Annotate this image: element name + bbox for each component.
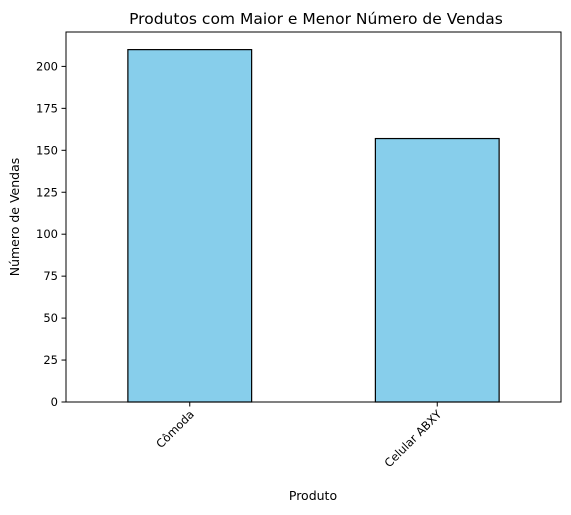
x-axis-label: Produto bbox=[289, 488, 337, 503]
y-axis-ticks: 0 25 50 75 100 125 150 175 200 bbox=[36, 59, 66, 409]
y-tick-label: 175 bbox=[36, 101, 58, 115]
y-tick-label: 100 bbox=[36, 227, 58, 241]
y-tick-label: 150 bbox=[36, 143, 58, 157]
y-axis-label: Número de Vendas bbox=[7, 158, 22, 277]
plot-frame bbox=[65, 31, 562, 403]
y-tick-label: 25 bbox=[43, 353, 58, 367]
y-tick-label: 75 bbox=[43, 269, 58, 283]
y-tick-label: 0 bbox=[51, 395, 58, 409]
bar-c-moda bbox=[127, 49, 253, 403]
chart-title: Produtos com Maior e Menor Número de Ven… bbox=[129, 10, 503, 28]
y-tick-label: 50 bbox=[43, 311, 58, 325]
y-tick-label: 125 bbox=[36, 185, 58, 199]
bars bbox=[127, 49, 500, 403]
y-tick-label: 200 bbox=[36, 59, 58, 73]
bar-celular-abxy bbox=[374, 137, 500, 403]
